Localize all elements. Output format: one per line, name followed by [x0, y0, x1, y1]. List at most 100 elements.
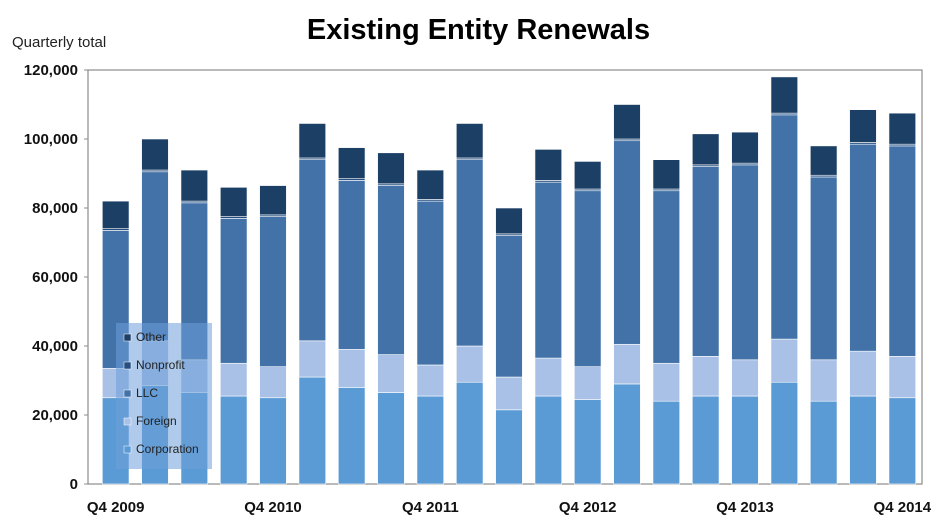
bar-foreign	[809, 359, 838, 402]
bar-foreign	[219, 362, 248, 397]
bar-foreign	[298, 340, 327, 378]
bar-llc	[888, 145, 917, 357]
bar-corporation	[259, 397, 287, 485]
x-tick-label: Q4 2009	[87, 499, 145, 516]
bar-llc	[652, 190, 681, 364]
bar-llc	[377, 185, 405, 355]
bar-llc	[298, 159, 327, 342]
bar-other	[141, 138, 169, 171]
legend-label-corporation: Corporation	[136, 442, 199, 456]
bar-llc	[219, 218, 248, 364]
y-tick-label: 0	[70, 476, 78, 493]
bar-corporation	[573, 399, 602, 485]
bar-other	[849, 109, 877, 143]
bar-corporation	[534, 395, 563, 485]
x-tick-label: Q4 2013	[716, 499, 774, 516]
x-tick-label: Q4 2011	[402, 499, 459, 516]
y-tick-label: 60,000	[32, 269, 78, 286]
bar-corporation	[455, 381, 484, 485]
bar-llc	[455, 159, 484, 347]
bar-foreign	[888, 356, 917, 399]
bar-llc	[534, 181, 563, 359]
bar-foreign	[455, 345, 484, 383]
bar-other	[534, 149, 563, 181]
bar-foreign	[337, 349, 366, 388]
bar-llc	[809, 176, 838, 361]
bar-corporation	[495, 409, 523, 485]
legend-label-other: Other	[136, 330, 166, 344]
bar-llc	[141, 171, 169, 342]
bar-other	[180, 169, 209, 202]
y-tick-label: 120,000	[24, 62, 78, 79]
bar-foreign	[613, 343, 641, 385]
bar-other	[613, 104, 641, 140]
bar-corporation	[888, 397, 917, 485]
legend-swatch-nonprofit	[123, 361, 132, 370]
bar-other	[219, 187, 248, 217]
bar-corporation	[377, 392, 405, 485]
bar-foreign	[573, 366, 602, 400]
bar-llc	[573, 190, 602, 367]
bar-foreign	[849, 350, 877, 397]
legend-swatch-foreign	[123, 417, 132, 426]
y-axis-label: Quarterly total	[12, 34, 107, 51]
bar-foreign	[377, 354, 405, 393]
legend-label-nonprofit: Nonprofit	[136, 358, 185, 372]
legend-swatch-corporation	[123, 445, 132, 454]
bar-corporation	[416, 395, 445, 485]
bar-other	[298, 123, 327, 159]
bar-other	[455, 123, 484, 159]
bar-other	[691, 133, 720, 166]
legend-swatch-llc	[123, 389, 132, 398]
bar-corporation	[613, 383, 641, 485]
bar-corporation	[849, 395, 877, 485]
y-tick-label: 100,000	[24, 131, 78, 148]
bar-llc	[337, 180, 366, 350]
bar-corporation	[219, 395, 248, 485]
bar-foreign	[495, 376, 523, 411]
bar-other	[337, 147, 366, 179]
bar-corporation	[337, 387, 366, 485]
bar-llc	[691, 166, 720, 357]
bar-foreign	[652, 362, 681, 402]
x-tick-label: Q4 2012	[559, 499, 617, 516]
bar-corporation	[652, 400, 681, 485]
bar-foreign	[770, 338, 799, 383]
bar-other	[731, 131, 759, 164]
bar-corporation	[298, 376, 327, 485]
x-tick-label: Q4 2010	[244, 499, 302, 516]
legend-swatch-other	[123, 333, 132, 342]
bar-foreign	[416, 364, 445, 397]
bar-llc	[613, 140, 641, 345]
bar-corporation	[691, 395, 720, 485]
bar-llc	[259, 216, 287, 367]
bar-other	[652, 159, 681, 190]
bar-corporation	[731, 395, 759, 485]
bar-llc	[731, 164, 759, 361]
bar-llc	[416, 200, 445, 366]
bar-llc	[849, 143, 877, 352]
y-tick-label: 40,000	[32, 338, 78, 355]
bar-other	[101, 200, 130, 230]
bar-corporation	[770, 381, 799, 485]
bar-other	[809, 145, 838, 176]
bar-other	[416, 169, 445, 200]
y-tick-label: 80,000	[32, 200, 78, 217]
x-tick-label: Q4 2014	[874, 499, 932, 516]
bar-llc	[495, 235, 523, 378]
legend-box	[116, 323, 212, 469]
bar-other	[770, 76, 799, 114]
bar-other	[495, 207, 523, 235]
chart-title: Existing Entity Renewals	[306, 14, 651, 46]
legend-label-llc: LLC	[136, 386, 158, 400]
bar-foreign	[259, 366, 287, 399]
bar-other	[573, 161, 602, 190]
bar-foreign	[534, 357, 563, 397]
bar-other	[888, 112, 917, 145]
bars-group	[101, 76, 917, 485]
bar-corporation	[809, 400, 838, 485]
bar-other	[377, 152, 405, 185]
legend-label-foreign: Foreign	[136, 414, 177, 428]
y-tick-label: 20,000	[32, 407, 78, 424]
